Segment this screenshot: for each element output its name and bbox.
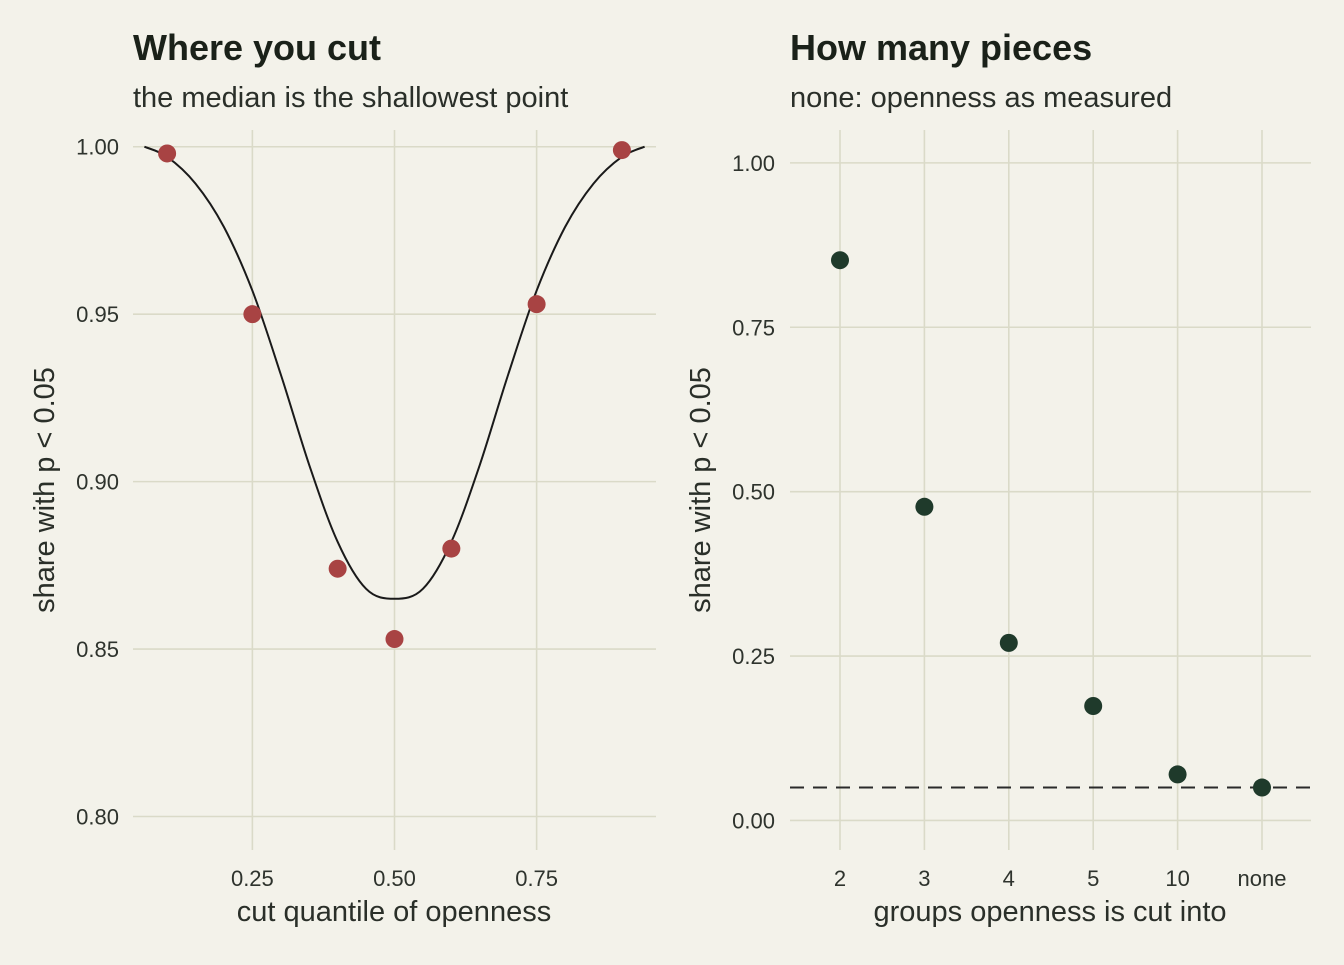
data-point xyxy=(612,141,631,160)
panel-title: Where you cut xyxy=(133,27,381,68)
data-point xyxy=(328,559,347,578)
x-tick-label: 0.25 xyxy=(231,866,274,891)
x-tick-label: 4 xyxy=(1003,866,1015,891)
x-tick-labels: 2 3 4 5 10 none xyxy=(834,866,1287,891)
x-tick-label: 3 xyxy=(918,866,930,891)
x-tick-label: 10 xyxy=(1165,866,1189,891)
y-tick-label: 1.00 xyxy=(732,151,775,176)
data-point xyxy=(442,539,461,558)
data-point xyxy=(999,633,1018,652)
data-point xyxy=(158,144,177,163)
y-tick-labels: 0.00 0.25 0.50 0.75 1.00 xyxy=(732,151,775,834)
panel-title: How many pieces xyxy=(790,27,1092,68)
y-axis-label: share with p < 0.05 xyxy=(685,367,717,613)
y-tick-label: 0.25 xyxy=(732,644,775,669)
x-tick-label: 5 xyxy=(1087,866,1099,891)
x-tick-label: none xyxy=(1238,866,1287,891)
data-point xyxy=(831,251,849,270)
data-point xyxy=(1168,765,1187,784)
x-tick-labels: 0.25 0.50 0.75 xyxy=(231,866,558,891)
data-point xyxy=(385,630,404,649)
data-point xyxy=(1084,697,1103,715)
y-tick-label: 0.00 xyxy=(732,808,775,833)
data-points xyxy=(158,141,631,649)
fit-curve xyxy=(143,145,646,600)
y-tick-label: 0.75 xyxy=(732,315,775,340)
y-tick-label: 0.95 xyxy=(76,302,119,327)
y-axis-label: share with p < 0.05 xyxy=(29,367,61,613)
x-axis-label: groups openness is cut into xyxy=(873,896,1226,928)
gridlines xyxy=(790,130,1311,850)
y-tick-labels: 0.80 0.85 0.90 0.95 1.00 xyxy=(76,135,119,830)
data-points xyxy=(831,251,1271,797)
panel-where-you-cut: Where you cut the median is the shallowe… xyxy=(29,27,656,928)
x-tick-label: 0.75 xyxy=(515,866,558,891)
y-tick-label: 1.00 xyxy=(76,135,119,160)
y-tick-label: 0.50 xyxy=(732,480,775,505)
x-tick-label: 0.50 xyxy=(373,866,416,891)
data-point xyxy=(1253,778,1271,797)
y-tick-label: 0.90 xyxy=(76,470,119,495)
panel-subtitle: none: openness as measured xyxy=(790,82,1172,114)
data-point xyxy=(915,497,934,516)
y-tick-label: 0.85 xyxy=(76,637,119,662)
x-tick-label: 2 xyxy=(834,866,846,891)
data-point xyxy=(527,295,546,314)
y-tick-label: 0.80 xyxy=(76,805,119,830)
gridlines xyxy=(133,130,656,850)
data-point xyxy=(243,305,262,324)
panel-how-many-pieces: How many pieces none: openness as measur… xyxy=(685,27,1311,928)
panel-subtitle: the median is the shallowest point xyxy=(133,82,568,114)
x-axis-label: cut quantile of openness xyxy=(237,896,551,928)
